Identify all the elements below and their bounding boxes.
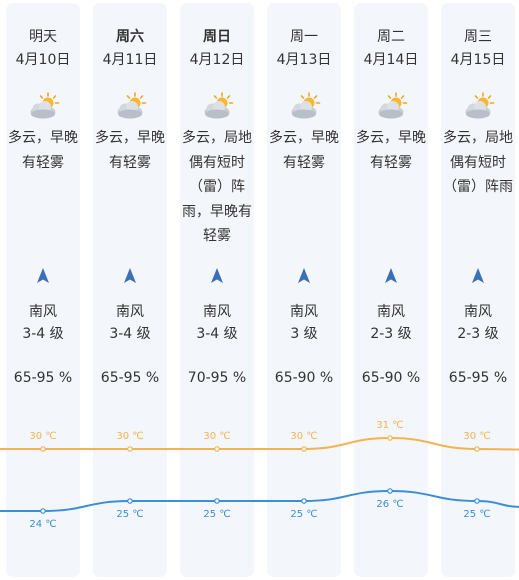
description-line: 多云，局地 [182,130,252,146]
weather-description: 多云，早晚有轻雾 [87,126,173,175]
weather-description: 多云，早晚有轻雾 [261,126,347,175]
wind-level: 2-3 级 [457,326,499,342]
date-label: 4月14日 [363,52,419,68]
humidity-label: 65-90 % [274,370,334,386]
date-label: 4月15日 [450,52,506,68]
day-column: 周一 4月13日 多云，早晚有轻雾 南风 3 级 65-90 % [267,3,341,577]
wind-arrow-icon [210,267,224,285]
date-label: 4月10日 [15,52,71,68]
wind-level: 3-4 级 [196,326,238,342]
humidity-label: 65-95 % [13,370,73,386]
description-line: 多云，早晚 [8,130,78,146]
humidity-label: 65-95 % [448,370,508,386]
description-line: 雨，早晚有 [182,203,252,220]
description-line: 偶有短时 [450,154,506,171]
weather-description: 多云，局地偶有短时 （雷）阵雨 [435,126,519,200]
humidity-label: 70-95 % [187,370,247,386]
partly-cloudy-icon [375,91,409,121]
date-label: 4月12日 [189,52,245,68]
wind-direction: 南风 [29,304,57,320]
day-label: 周三 [464,29,492,45]
description-line: 偶有短时 [189,154,245,171]
description-line: 有轻雾 [370,154,412,171]
partly-cloudy-icon [288,91,322,121]
day-label: 周六 [116,29,144,45]
day-column: 周三 4月15日 多云，局地偶有短时 （雷）阵雨 南风 2-3 级 65-95 % [441,3,515,577]
wind-direction: 南风 [377,304,405,320]
description-line: （雷）阵雨 [443,179,513,195]
wind-info: 南风 2-3 级 [354,301,428,345]
weather-description: 多云，早晚有轻雾 [0,126,86,175]
wind-arrow-icon [384,267,398,285]
wind-info: 南风 3-4 级 [93,301,167,345]
date-label: 4月13日 [276,52,332,68]
wind-direction: 南风 [203,304,231,320]
humidity-label: 65-90 % [361,370,421,386]
wind-level: 2-3 级 [370,326,412,342]
description-line: 多云，局地 [443,130,513,146]
wind-arrow-icon [471,267,485,285]
day-label: 明天 [29,29,57,45]
description-line: 有轻雾 [283,154,325,171]
weather-description: 多云，早晚有轻雾 [348,126,434,175]
partly-cloudy-icon [201,91,235,121]
partly-cloudy-icon [27,91,61,121]
humidity-label: 65-95 % [100,370,160,386]
description-line: 多云，早晚 [95,130,165,146]
wind-arrow-icon [36,267,50,285]
day-label: 周日 [203,29,231,45]
wind-arrow-icon [297,267,311,285]
partly-cloudy-icon [462,91,496,121]
description-line: 多云，早晚 [269,130,339,146]
day-label: 周一 [290,29,318,45]
wind-info: 南风 3-4 级 [180,301,254,345]
wind-direction: 南风 [464,304,492,320]
wind-level: 3-4 级 [109,326,151,342]
weather-description: 多云，局地偶有短时 （雷）阵雨，早晚有轻雾 [174,126,260,249]
description-line: 有轻雾 [22,154,64,171]
wind-level: 3-4 级 [22,326,64,342]
day-column: 明天 4月10日 多云，早晚有轻雾 南风 3-4 级 65-95 % [6,3,80,577]
day-column: 周六 4月11日 多云，早晚有轻雾 南风 3-4 级 65-95 % [93,3,167,577]
day-column: 周二 4月14日 多云，早晚有轻雾 南风 2-3 级 65-90 % [354,3,428,577]
day-column: 周日 4月12日 多云，局地偶有短时 （雷）阵雨，早晚有轻雾 南风 3-4 级 70-9… [180,3,254,577]
wind-arrow-icon [123,267,137,285]
wind-info: 南风 3 级 [267,301,341,345]
wind-level: 3 级 [290,326,318,342]
wind-direction: 南风 [116,304,144,320]
description-line: 多云，早晚 [356,130,426,146]
date-label: 4月11日 [102,52,158,68]
wind-info: 南风 2-3 级 [441,301,515,345]
description-line: 有轻雾 [109,154,151,171]
wind-direction: 南风 [290,304,318,320]
description-line: 轻雾 [203,228,231,244]
partly-cloudy-icon [114,91,148,121]
wind-info: 南风 3-4 级 [6,301,80,345]
description-line: （雷）阵 [189,179,245,195]
day-label: 周二 [377,29,405,45]
